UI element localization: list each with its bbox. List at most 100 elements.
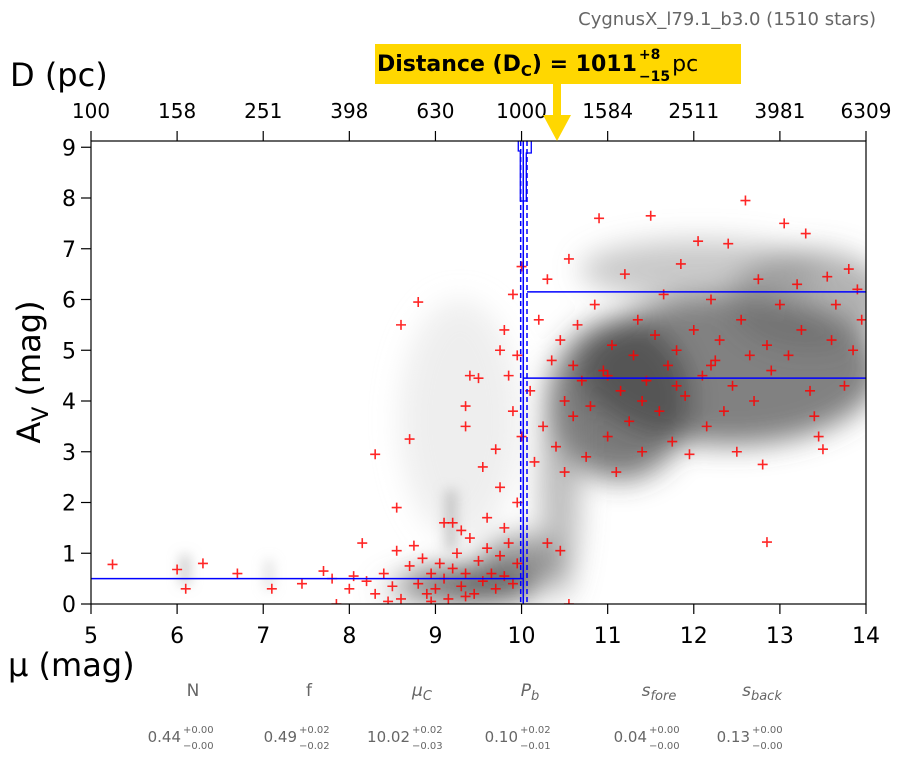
- x-tick-label: 10: [508, 624, 536, 649]
- star-point: [507, 578, 518, 589]
- star-point: [318, 566, 329, 577]
- annotation-minus-error: −15: [639, 69, 670, 85]
- star-point: [490, 444, 501, 455]
- distance-arrow: [543, 84, 571, 141]
- parameter-label: sback: [742, 681, 782, 704]
- star-point: [602, 431, 613, 442]
- y-tick-label: 7: [62, 238, 76, 263]
- y-axis-label: AV (mag): [10, 300, 54, 443]
- parameter-value: 0.49: [264, 728, 297, 746]
- parameter-label: N: [187, 681, 200, 701]
- star-point: [296, 578, 307, 589]
- parameter-subscript: C: [423, 689, 433, 704]
- star-point: [499, 324, 510, 335]
- star-point: [357, 538, 368, 549]
- star-point: [460, 401, 471, 412]
- star-point: [848, 345, 859, 356]
- star-point: [817, 444, 828, 455]
- star-point: [774, 299, 785, 310]
- top-tick-label: 158: [158, 99, 196, 123]
- x-tick-label: 5: [84, 624, 98, 649]
- top-tick-label: 398: [330, 99, 368, 123]
- x-tick-label: 9: [428, 624, 442, 649]
- y-axis: 0 1 2 3 4 5 6 7 8 9: [62, 136, 91, 618]
- star-point: [426, 568, 437, 579]
- star-point: [529, 456, 540, 467]
- star-point: [714, 335, 725, 346]
- model-lines: [91, 141, 866, 604]
- star-point: [533, 314, 544, 325]
- star-point: [563, 599, 574, 604]
- parameter-minus-error: −0.00: [752, 741, 783, 752]
- star-point: [796, 324, 807, 335]
- star-point: [404, 434, 415, 445]
- star-point: [396, 593, 406, 604]
- top-tick-label: 100: [72, 99, 110, 123]
- star-point: [624, 416, 635, 427]
- star-point: [413, 297, 424, 308]
- x-tick-label: 13: [766, 624, 794, 649]
- star-point: [197, 558, 208, 569]
- parameter-plus-error: +0.00: [183, 725, 214, 736]
- star-point: [495, 482, 506, 493]
- parameter-plus-error: +0.02: [299, 725, 330, 736]
- parameter-name: s: [742, 681, 751, 701]
- star-point: [581, 451, 592, 462]
- star-point: [736, 314, 747, 325]
- x-tick-label: 11: [594, 624, 622, 649]
- star-point: [378, 568, 389, 579]
- parameter-plus-error: +0.02: [412, 725, 443, 736]
- star-point: [464, 533, 475, 544]
- star-point: [232, 568, 243, 579]
- star-point: [680, 390, 691, 401]
- star-point: [426, 596, 437, 604]
- star-point: [361, 576, 372, 587]
- star-point: [658, 289, 669, 300]
- star-point: [451, 548, 462, 559]
- star-point: [512, 558, 523, 569]
- parameter-plus-error: +0.02: [520, 725, 551, 736]
- star-point: [266, 583, 277, 594]
- star-point: [568, 411, 579, 422]
- star-point: [391, 502, 402, 513]
- star-point: [572, 319, 583, 330]
- star-point: [542, 274, 553, 285]
- parameter-minus-error: −0.03: [412, 741, 443, 752]
- parameter-value: 0.10: [485, 728, 518, 746]
- star-point: [559, 467, 570, 478]
- star-point: [740, 195, 751, 206]
- star-point: [813, 431, 824, 442]
- star-point: [667, 436, 678, 447]
- parameter-name: f: [306, 681, 313, 701]
- density-heatmap: [180, 240, 866, 603]
- annotation-box: [375, 44, 741, 84]
- star-point: [856, 314, 866, 325]
- star-point: [693, 236, 704, 247]
- y-tick-label: 4: [62, 390, 76, 415]
- star-point: [477, 461, 488, 472]
- star-point: [650, 330, 661, 341]
- star-point: [576, 375, 587, 386]
- star-point: [464, 370, 475, 381]
- star-point: [606, 340, 617, 351]
- star-point: [822, 271, 833, 282]
- y-tick-label: 9: [62, 136, 76, 161]
- star-point: [555, 545, 566, 556]
- star-point: [387, 581, 398, 592]
- x-tick-label: 14: [852, 624, 880, 649]
- star-point: [107, 559, 118, 570]
- star-point: [602, 370, 613, 381]
- star-point: [727, 380, 738, 391]
- parameter-value: 0.13: [717, 728, 750, 746]
- star-point: [688, 324, 699, 335]
- parameter-value: 0.44: [148, 728, 181, 746]
- star-point: [611, 467, 622, 478]
- star-point: [718, 406, 729, 417]
- star-point: [499, 522, 510, 533]
- star-point: [542, 538, 553, 549]
- star-point: [766, 365, 777, 376]
- star-point: [507, 289, 518, 300]
- star-point: [753, 274, 764, 285]
- star-point: [684, 449, 695, 460]
